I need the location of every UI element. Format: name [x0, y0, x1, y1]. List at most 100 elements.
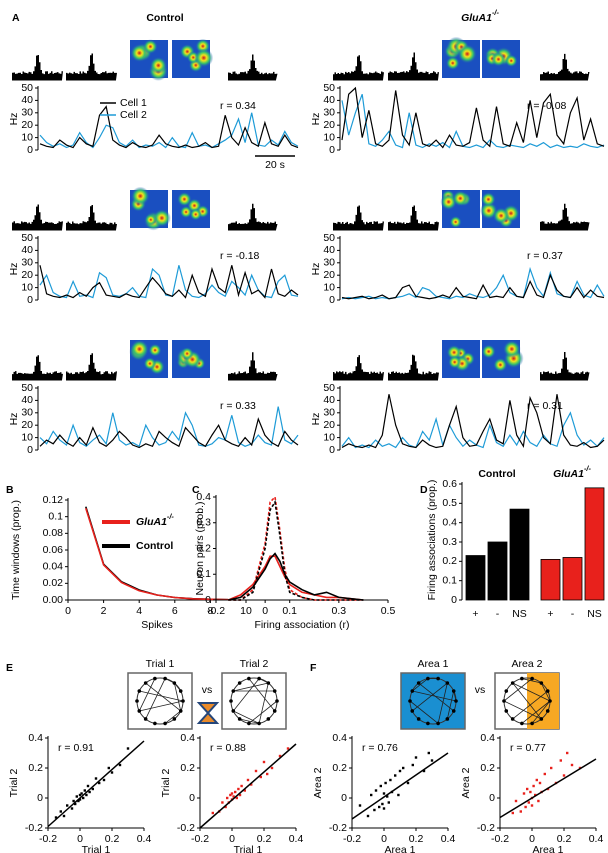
- x-axis-label: Trial 1: [82, 844, 111, 853]
- x-tick-label: NS: [587, 608, 602, 620]
- y-tick-label: 10: [21, 131, 33, 143]
- scatter-point: [126, 747, 130, 750]
- y-axis-label: Hz: [310, 413, 322, 426]
- trace-line: [39, 112, 299, 149]
- x-tick-label: 0: [262, 605, 268, 617]
- diagram-edge: [540, 682, 551, 702]
- y-axis-label: Hz: [8, 413, 20, 426]
- scatter-point: [373, 808, 376, 812]
- autocorrelogram: [228, 203, 278, 230]
- scatter-point: [538, 781, 542, 785]
- diagram-node: [520, 721, 524, 726]
- data-line: [85, 508, 229, 601]
- scatter-point: [224, 805, 227, 809]
- diagram-node: [539, 717, 544, 721]
- scatter-point: [229, 793, 232, 797]
- scale-bar-label: 20 s: [265, 159, 285, 171]
- y-tick-label: 20: [323, 419, 335, 431]
- diagram-edge: [239, 718, 260, 724]
- diagram-node: [266, 717, 271, 721]
- x-tick-label: +: [472, 608, 478, 620]
- y-axis-label: Time windows (prop.): [10, 500, 22, 600]
- trace-line: [341, 93, 605, 149]
- y-tick-label: 0: [329, 144, 335, 156]
- diagram-node: [510, 717, 515, 721]
- rate-map-field: [493, 357, 508, 372]
- hourglass: [196, 702, 220, 724]
- scatter-point: [422, 769, 426, 773]
- diagram-node: [445, 681, 450, 685]
- y-tick-label: 0.5: [442, 497, 457, 509]
- diagram-node: [504, 689, 509, 693]
- panel-label: D: [420, 484, 428, 496]
- diagram-node: [172, 717, 177, 721]
- y-tick-label: 0.2: [196, 542, 211, 554]
- diagram-edge: [138, 678, 156, 712]
- x-tick-label: 0: [381, 833, 387, 845]
- diagram-node: [135, 699, 139, 703]
- y-tick-label: 0.2: [332, 762, 347, 774]
- diagram-area: [527, 673, 559, 729]
- y-axis-label: Area 2: [312, 767, 324, 798]
- scatter-point: [562, 774, 566, 777]
- x-tick-label: 0.4: [289, 833, 304, 845]
- y-tick-label: 40: [323, 94, 335, 106]
- scatter-point: [226, 796, 229, 800]
- scatter-point: [559, 759, 562, 762]
- y-tick-label: 0.08: [43, 527, 64, 539]
- y-tick-label: 0.1: [442, 574, 457, 586]
- diagram-node: [247, 676, 251, 681]
- rate-map-field: [130, 186, 150, 206]
- diagram-node: [426, 721, 430, 726]
- scatter-point: [382, 807, 386, 810]
- autocorrelogram: [540, 203, 590, 230]
- scatter-point: [379, 784, 382, 788]
- y-tick-label: 20: [21, 269, 33, 281]
- scatter-point: [118, 763, 122, 767]
- legend-label: Control: [136, 540, 173, 552]
- diagram-node: [445, 717, 450, 721]
- x-tick-label: 0.4: [441, 833, 456, 845]
- diagram-edge: [173, 682, 182, 712]
- column-header: Control: [146, 12, 183, 24]
- legend-label-main: Control: [136, 540, 173, 552]
- legend-label: GluA1-/-: [136, 512, 174, 527]
- y-tick-label: 20: [21, 119, 33, 131]
- autocorrelogram: [388, 354, 439, 380]
- diagram-node: [410, 689, 415, 693]
- x-tick-label: 0.4: [137, 833, 152, 845]
- diagram-edge: [503, 678, 533, 702]
- rate-map-field: [452, 190, 469, 207]
- diagram-edge: [248, 700, 278, 724]
- trace-line: [341, 394, 605, 449]
- diagram-node: [272, 709, 277, 713]
- scatter-point: [529, 790, 532, 794]
- scatter-point: [238, 793, 242, 797]
- y-axis-label: Hz: [8, 113, 20, 126]
- x-tick-label: -0.2: [343, 833, 361, 845]
- rate-map-field: [130, 339, 149, 359]
- y-axis-label: Hz: [310, 263, 322, 276]
- scatter-point: [430, 759, 434, 762]
- scatter-point: [243, 789, 246, 792]
- diagram-node: [143, 717, 148, 721]
- annotation: r = 0.33: [220, 400, 256, 412]
- y-tick-label: 0.4: [332, 732, 347, 744]
- y-tick-label: 0.1: [196, 568, 211, 580]
- diagram-edge: [437, 682, 448, 724]
- diagram-node: [181, 699, 185, 703]
- autocorrelogram: [333, 205, 384, 230]
- scatter-point: [107, 766, 110, 770]
- y-axis-label: Neuron pairs (prob.): [194, 502, 206, 596]
- scatter-point: [250, 783, 253, 786]
- diagram-node: [266, 681, 271, 685]
- y-tick-label: 0: [37, 792, 43, 804]
- diagram-node: [237, 681, 242, 685]
- x-axis-label: Area 1: [533, 844, 564, 853]
- y-tick-label: 0.2: [180, 762, 195, 774]
- scatter-point: [80, 792, 83, 795]
- autocorrelogram: [66, 353, 117, 380]
- diagram-edge: [512, 682, 551, 702]
- y-tick-label: 0.6: [442, 478, 457, 490]
